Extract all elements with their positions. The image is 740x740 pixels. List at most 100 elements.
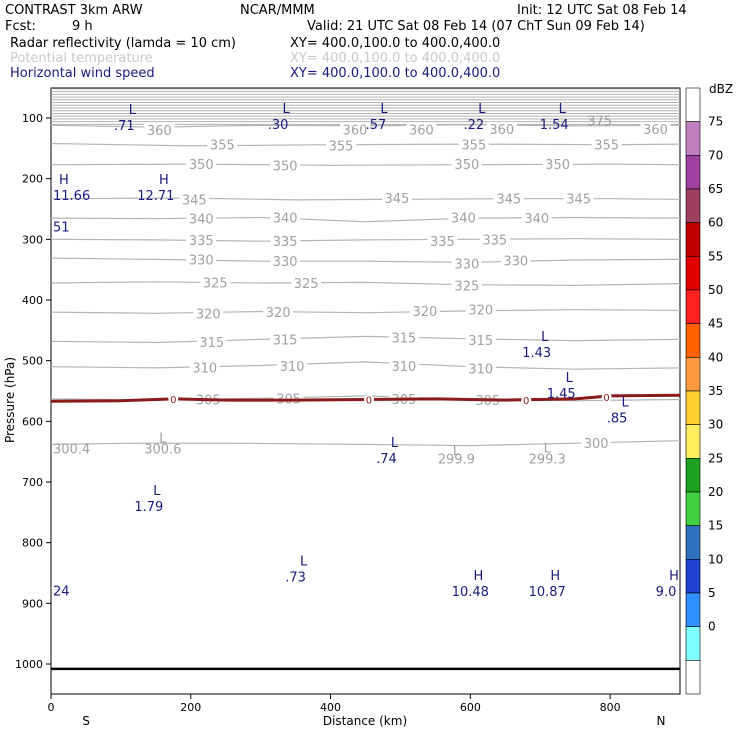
zero-label-bg — [168, 393, 179, 404]
wind-extremum-type: L — [153, 484, 161, 499]
center-title: NCAR/MMM — [240, 3, 315, 18]
theta-label: 310 — [192, 361, 217, 376]
wind-extremum-type: L — [566, 371, 574, 386]
x-tick-label: 0 — [48, 701, 55, 714]
colorbar-level: 60 — [708, 216, 723, 230]
theta-label: 350 — [454, 158, 479, 173]
wind-extremum-value: 9.0 — [656, 585, 677, 600]
theta-label-bg — [186, 211, 217, 226]
theta-label: 335 — [482, 233, 507, 248]
theta-label-bg — [263, 305, 294, 320]
theta-label-bg — [277, 359, 308, 374]
theta-label-bg — [563, 191, 594, 206]
theta-label: 350 — [189, 158, 214, 173]
theta-label-bg — [591, 137, 622, 152]
theta-label: 315 — [199, 336, 224, 351]
colorbar-level: 35 — [708, 384, 723, 398]
wind-extremum-value: 10.87 — [529, 585, 566, 600]
theta-label-bg — [640, 121, 671, 136]
field-3-xy: XY= 400.0,100.0 to 400.0,400.0 — [290, 66, 500, 81]
theta-label: 340 — [524, 212, 549, 227]
theta-label: 360 — [343, 124, 368, 139]
theta-label: 320 — [412, 305, 437, 320]
colorbar-level: 20 — [708, 485, 723, 499]
theta-label-bg — [388, 359, 419, 374]
theta-label-bg — [189, 360, 220, 375]
theta-label-bg — [465, 302, 496, 317]
wind-extremum-type: L — [283, 102, 291, 117]
theta-label-bg — [186, 232, 217, 247]
colorbar-swatch — [685, 357, 701, 392]
theta-label-bg — [270, 254, 301, 269]
theta-label: 345 — [566, 193, 591, 208]
y-tick-label: 800 — [22, 537, 43, 550]
header: CONTRAST 3km ARW NCAR/MMM Init: 12 UTC S… — [5, 3, 687, 81]
theta-label: 325 — [454, 279, 479, 294]
theta-label: 345 — [496, 193, 521, 208]
theta-label-bg — [500, 253, 531, 268]
y-tick-label: 200 — [22, 173, 43, 186]
colorbar-level: 15 — [708, 519, 723, 533]
theta-label: 300 — [584, 437, 609, 452]
wind-extremum-value: 12.71 — [137, 189, 174, 204]
valid-time: Valid: 21 UTC Sat 08 Feb 14 (07 ChT Sun … — [307, 19, 645, 34]
zero-label-bg — [601, 392, 612, 403]
theta-label-bg — [273, 391, 304, 406]
theta-label-bg — [542, 157, 573, 172]
theta-label: 340 — [273, 211, 298, 226]
colorbar-swatch — [685, 660, 701, 695]
theta-contour-335 — [50, 238, 681, 242]
colorbar-swatch — [685, 323, 701, 358]
theta-label: 340 — [189, 213, 214, 228]
theta-contour-300 — [50, 440, 681, 447]
field-3-name: Horizontal wind speed — [10, 66, 155, 81]
theta-annotation: L — [159, 432, 167, 447]
theta-label-bg — [479, 232, 510, 247]
theta-label: 355 — [461, 139, 486, 154]
wind-extremum-type: L — [391, 436, 399, 451]
theta-label: 330 — [189, 253, 214, 268]
colorbar-unit: dBZ — [709, 82, 733, 96]
theta-label: 335 — [189, 234, 214, 249]
theta-label-bg — [179, 192, 210, 207]
colorbar-level: 0 — [708, 620, 716, 634]
colorbar-swatch — [685, 458, 701, 493]
zero-label-bg — [363, 394, 374, 405]
theta-label: 320 — [196, 307, 221, 322]
colorbar-swatch — [685, 390, 701, 425]
theta-label: 360 — [489, 123, 514, 138]
wind-extremum-type: L — [559, 102, 567, 117]
wind-extremum-value: .30 — [268, 118, 289, 133]
y-tick-label: 600 — [22, 415, 43, 428]
colorbar-level: 25 — [708, 451, 723, 465]
theta-label: 355 — [594, 139, 619, 154]
theta-label-bg — [196, 334, 227, 349]
colorbar-swatch — [685, 222, 701, 257]
theta-label: 360 — [147, 124, 172, 139]
theta-label-bg — [144, 123, 175, 138]
wind-extremum-value: .22 — [463, 118, 484, 133]
x-tick-label: 200 — [180, 701, 201, 714]
colorbar-swatch — [685, 626, 701, 661]
wind-extremum-value: 51 — [53, 220, 70, 235]
wind-extremum-type: L — [380, 102, 388, 117]
fcst-value: 9 h — [72, 19, 93, 34]
theta-label: 310 — [280, 360, 305, 375]
colorbar-swatch — [685, 87, 701, 122]
fcst-label: Fcst: — [5, 19, 36, 34]
theta-label-bg — [406, 122, 437, 137]
init-time: Init: 12 UTC Sat 08 Feb 14 — [517, 3, 687, 18]
theta-label-bg — [451, 278, 482, 293]
theta-label-bg — [427, 234, 458, 249]
theta-label: 315 — [273, 333, 298, 348]
colorbar-level: 50 — [708, 283, 723, 297]
wind-extremum-value: 11.66 — [53, 189, 90, 204]
theta-label: 335 — [430, 235, 455, 250]
theta-contour-325 — [50, 281, 681, 287]
theta-annotation: 300.4 — [53, 443, 90, 458]
wind-extremum-type: H — [159, 173, 169, 188]
theta-annotation: 300.6 — [144, 443, 181, 458]
theta-label: 355 — [210, 139, 235, 154]
colorbar-swatch — [685, 559, 701, 594]
